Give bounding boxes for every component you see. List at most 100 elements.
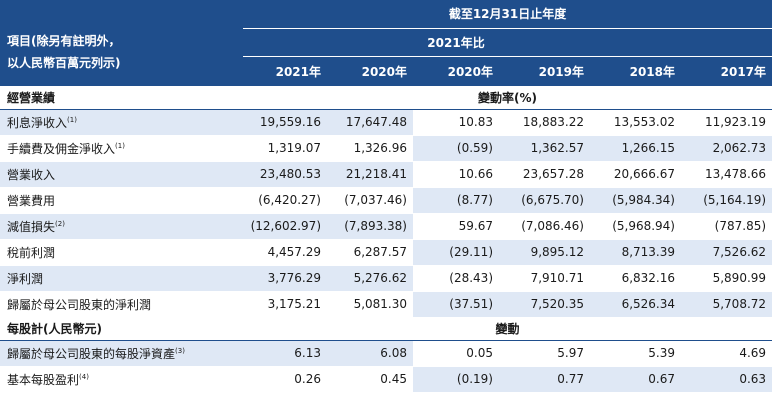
cell-2018: (5,984.34) [590,187,681,214]
section-title: 經營業績 [0,86,243,110]
row-label: 利息淨收入(1) [0,109,243,136]
row-label-text: 營業收入 [7,167,56,182]
cell-2018: 6,526.34 [590,291,681,318]
cell-2020: (7,893.38) [327,213,413,240]
cell-2020: 6,287.57 [327,239,413,266]
cell-2017: 11,923.19 [681,109,772,136]
row-label-text: 歸屬於母公司股東的每股淨資產 [7,346,176,361]
table-row: 利息淨收入(1) 19,559.16 17,647.48 10.83 18,883.22… [0,109,772,136]
cell-2020: (7,037.46) [327,187,413,214]
cell-2019: 18,883.22 [499,109,590,136]
year-header-2017: 2017年 [681,56,772,87]
cell-change: (37.51) [413,291,499,318]
row-label-text: 減值損失 [7,219,56,234]
cell-2020: 5,276.62 [327,265,413,292]
cell-2020: 1,326.96 [327,135,413,162]
cell-2019: 0.77 [499,366,590,393]
cell-2018: 1,266.15 [590,135,681,162]
row-label-text: 利息淨收入 [7,115,68,130]
cell-change: 10.83 [413,109,499,136]
table-row: 歸屬於母公司股東的淨利潤 3,175.21 5,081.30 (37.51) 7,520… [0,291,772,318]
table-row: 淨利潤 3,776.29 5,276.62 (28.43) 7,910.71 6,832.… [0,265,772,292]
cell-2018: 8,713.39 [590,239,681,266]
table-row: 減值損失(2) (12,602.97) (7,893.38) 59.67 (7,086.… [0,213,772,240]
cell-2019: 5.97 [499,340,590,367]
blank-cell [590,28,681,57]
row-label: 基本每股盈利(4) [0,366,243,393]
cell-2021: 0.26 [243,366,327,393]
cell-2017: 2,062.73 [681,135,772,162]
footnote-marker: (3) [175,346,185,355]
cell-2021: 23,480.53 [243,161,327,188]
table-row: 手續費及佣金淨收入(1) 1,319.07 1,326.96 (0.59) 1,362.… [0,135,772,162]
cell-2018: 13,553.02 [590,109,681,136]
cell-2021: 4,457.29 [243,239,327,266]
cell-2018: (5,968.94) [590,213,681,240]
table-row: 基本每股盈利(4) 0.26 0.45 (0.19) 0.77 0.67 0.63 [0,366,772,393]
cell-2017: 0.63 [681,366,772,393]
year-header-change-2020: 2020年 [413,56,499,87]
cell-change: 10.66 [413,161,499,188]
cell-2017: (787.85) [681,213,772,240]
cell-2019: 23,657.28 [499,161,590,188]
table-row: 營業收入 23,480.53 21,218.41 10.66 23,657.28 20,6… [0,161,772,188]
cell-2018: 0.67 [590,366,681,393]
cell-2021: 19,559.16 [243,109,327,136]
cell-2017: 13,478.66 [681,161,772,188]
table-row: 營業費用 (6,420.27) (7,037.46) (8.77) (6,675.70)… [0,187,772,214]
header-row-change: 2021年比 [0,28,772,57]
cell-2019: (7,086.46) [499,213,590,240]
row-label: 歸屬於母公司股東的淨利潤 [0,291,243,318]
cell-2020: 21,218.41 [327,161,413,188]
cell-change: (29.11) [413,239,499,266]
period-title: 截至12月31日止年度 [243,0,772,29]
row-label-text: 基本每股盈利 [7,372,80,387]
cell-2017: 5,890.99 [681,265,772,292]
row-label: 手續費及佣金淨收入(1) [0,135,243,162]
row-label-text: 歸屬於母公司股東的淨利潤 [7,297,152,312]
cell-2021: 1,319.07 [243,135,327,162]
header-row-period: 項目(除另有註明外， 以人民幣百萬元列示) 截至12月31日止年度 [0,0,772,87]
cell-2021: 3,776.29 [243,265,327,292]
cell-2018: 6,832.16 [590,265,681,292]
cell-change: (8.77) [413,187,499,214]
financial-summary-table: 項目(除另有註明外， 以人民幣百萬元列示) 截至12月31日止年度 2021年比… [0,0,772,393]
blank-cell [327,28,413,57]
cell-2021: (12,602.97) [243,213,327,240]
cell-change: (28.43) [413,265,499,292]
item-label-line2: 以人民幣百萬元列示) [7,56,121,70]
row-label: 淨利潤 [0,265,243,292]
cell-2021: (6,420.27) [243,187,327,214]
blank-cell [243,28,327,57]
item-label-header: 項目(除另有註明外， 以人民幣百萬元列示) [0,0,243,87]
footnote-marker: (2) [55,219,65,228]
section-header-row: 每股計(人民幣元) 變動 [0,317,772,341]
blank-cell [499,28,590,57]
cell-2020: 6.08 [327,340,413,367]
row-label-text: 稅前利潤 [7,245,56,260]
cell-2020: 5,081.30 [327,291,413,318]
blank-cell [681,28,772,57]
row-label-text: 營業費用 [7,193,56,208]
cell-2019: 1,362.57 [499,135,590,162]
cell-change: 59.67 [413,213,499,240]
cell-2019: 9,895.12 [499,239,590,266]
footnote-marker: (4) [79,372,89,381]
cell-2018: 5.39 [590,340,681,367]
cell-change: (0.19) [413,366,499,393]
cell-2020: 0.45 [327,366,413,393]
item-label-line1: 項目(除另有註明外， [7,34,121,48]
section-title: 每股計(人民幣元) [0,317,243,341]
row-label: 營業收入 [0,161,243,188]
table-row: 稅前利潤 4,457.29 6,287.57 (29.11) 9,895.12 8,713… [0,239,772,266]
cell-2017: 4.69 [681,340,772,367]
row-label: 稅前利潤 [0,239,243,266]
table-row: 歸屬於母公司股東的每股淨資產(3) 6.13 6.08 0.05 5.97 5.39 4.6… [0,340,772,367]
cell-2017: 7,526.62 [681,239,772,266]
section-header-row: 經營業績 變動率(%) [0,86,772,110]
cell-2017: 5,708.72 [681,291,772,318]
cell-2021: 3,175.21 [243,291,327,318]
cell-2019: 7,910.71 [499,265,590,292]
row-label-text: 淨利潤 [7,271,44,286]
year-header-2018: 2018年 [590,56,681,87]
